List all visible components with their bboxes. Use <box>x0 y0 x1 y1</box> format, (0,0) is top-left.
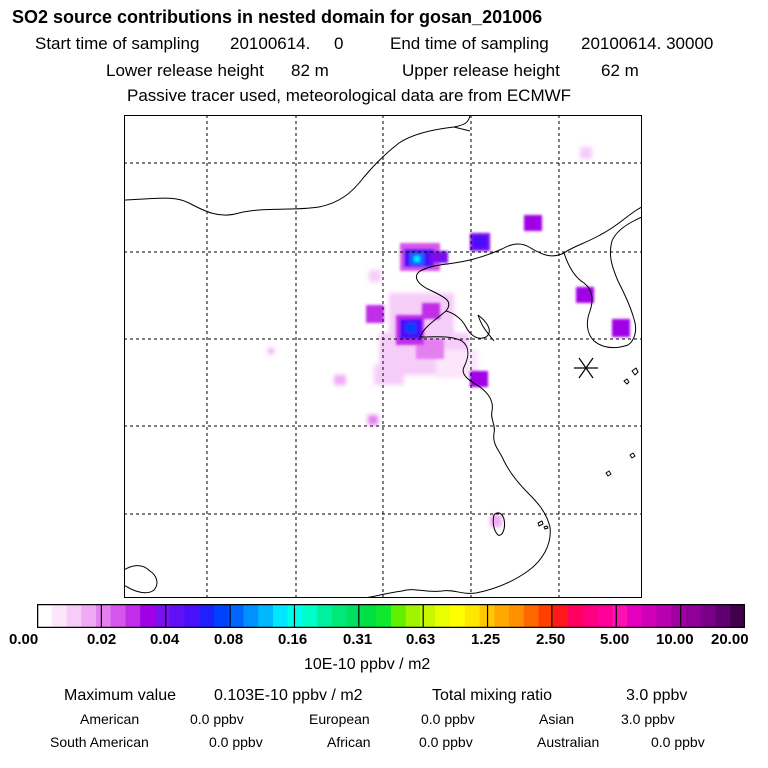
colorbar-segment <box>51 604 68 628</box>
colorbar-segment <box>125 604 141 628</box>
colorbar-segment <box>730 604 745 628</box>
max-value: 0.103E-10 ppbv / m2 <box>214 687 363 704</box>
colorbar-segment <box>641 604 658 628</box>
colorbar-segment <box>376 604 392 628</box>
upper-height-label: Upper release height <box>402 61 560 80</box>
colorbar-dividers <box>100 604 682 628</box>
colorbar-tick: 2.50 <box>536 631 566 648</box>
colorbar-segment <box>391 604 407 628</box>
colorbar-segment <box>184 604 200 628</box>
colorbar-segment <box>509 604 525 628</box>
colorbar-segment <box>199 604 215 628</box>
map-frame <box>124 115 642 598</box>
start-time-value: 20100614. 0 <box>230 34 344 53</box>
colorbar-segment <box>317 604 333 628</box>
region-name: South American <box>50 734 149 750</box>
colorbar-segment <box>464 604 481 628</box>
colorbar-segment <box>553 604 569 628</box>
colorbar-tick: 1.25 <box>471 631 501 648</box>
colorbar-segment <box>538 604 554 628</box>
colorbar <box>37 604 745 628</box>
lower-height-value: 82 m <box>291 61 329 80</box>
colorbar-segment <box>258 604 274 628</box>
end-time-label: End time of sampling <box>390 34 549 53</box>
colorbar-segment <box>228 604 245 628</box>
colorbar-tick: 0.04 <box>150 631 180 648</box>
colorbar-segment <box>273 604 289 628</box>
total-mixing-label: Total mixing ratio <box>432 687 553 704</box>
colorbar-segment <box>420 604 436 628</box>
region-value: 0.0 ppbv <box>421 711 475 727</box>
colorbar-segment <box>332 604 348 628</box>
colorbar-segment <box>361 604 377 628</box>
colorbar-segment <box>81 604 97 628</box>
colorbar-segment <box>582 604 599 628</box>
colorbar-segment <box>523 604 540 628</box>
colorbar-segment <box>37 604 53 628</box>
start-time-label: Start time of sampling <box>35 34 200 53</box>
receptor-asterisk-icon <box>574 357 598 379</box>
colorbar-segment <box>686 604 702 628</box>
colorbar-tick: 0.08 <box>214 631 244 648</box>
colorbar-segment <box>140 604 156 628</box>
colorbar-frame <box>37 604 745 628</box>
colorbar-tick: 0.16 <box>278 631 308 648</box>
colorbar-segment <box>346 604 363 628</box>
region-value: 0.0 ppbv <box>651 734 705 750</box>
colorbar-segment <box>214 604 230 628</box>
colorbar-segment <box>450 604 466 628</box>
region-value: 0.0 ppbv <box>190 711 244 727</box>
colorbar-segment <box>612 604 628 628</box>
region-name: Asian <box>539 711 575 727</box>
colorbar-tick: 0.63 <box>406 631 436 648</box>
region-name: European <box>309 711 370 727</box>
colorbar-segment <box>568 604 584 628</box>
upper-height-value: 62 m <box>601 61 639 80</box>
colorbar-segment <box>287 604 304 628</box>
colorbar-segment <box>494 604 510 628</box>
region-value: 0.0 ppbv <box>419 734 473 750</box>
colorbar-segment <box>627 604 643 628</box>
colorbar-segment <box>302 604 318 628</box>
colorbar-segment <box>671 604 687 628</box>
colorbar-segment <box>66 604 82 628</box>
colorbar-tick: 0.00 <box>9 631 39 648</box>
end-time-value: 20100614. 30000 <box>581 34 714 53</box>
max-value-label: Maximum value <box>64 687 177 704</box>
colorbar-segment <box>155 604 171 628</box>
plot-title: SO2 source contributions in nested domai… <box>12 7 543 27</box>
colorbar-tick: 0.31 <box>343 631 373 648</box>
colorbar-segment <box>597 604 613 628</box>
colorbar-segment <box>700 604 717 628</box>
region-name: Australian <box>537 734 600 750</box>
coastlines <box>124 115 642 598</box>
region-value: 3.0 ppbv <box>621 711 675 727</box>
tracer-note: Passive tracer used, meteorological data… <box>127 86 572 105</box>
region-name: American <box>80 711 140 727</box>
lat-lon-grid <box>124 115 642 598</box>
colorbar-segments <box>37 604 745 628</box>
colorbar-segment <box>435 604 451 628</box>
colorbar-segment <box>656 604 672 628</box>
source-contribution-map <box>124 115 642 598</box>
colorbar-units: 10E-10 ppbv / m2 <box>304 656 431 673</box>
colorbar-segment <box>110 604 127 628</box>
colorbar-tick: 10.00 <box>656 631 694 648</box>
total-mixing-value: 3.0 ppbv <box>626 687 688 704</box>
colorbar-tick: 0.02 <box>87 631 117 648</box>
lower-height-label: Lower release height <box>106 61 264 80</box>
colorbar-segment <box>96 604 112 628</box>
colorbar-segment <box>405 604 422 628</box>
colorbar-tick: 20.00 <box>711 631 749 648</box>
region-value: 0.0 ppbv <box>209 734 263 750</box>
colorbar-tick: 5.00 <box>600 631 630 648</box>
colorbar-segment <box>169 604 186 628</box>
colorbar-segment <box>715 604 731 628</box>
colorbar-segment <box>243 604 259 628</box>
region-name: African <box>327 734 371 750</box>
